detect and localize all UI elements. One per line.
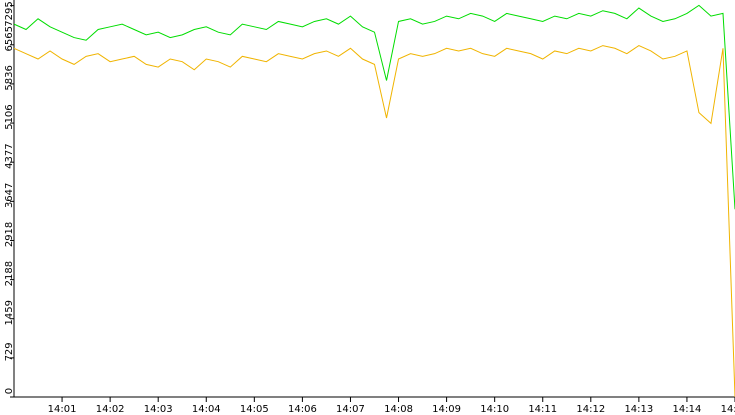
y-tick-label: 6565 (4, 26, 15, 51)
x-tick-label: 14:07 (336, 404, 365, 415)
x-tick-label: 14:04 (192, 404, 221, 415)
series-line (13, 4, 735, 210)
x-tick-label: 14:10 (480, 404, 509, 415)
y-tick-label: 1459 (4, 300, 15, 325)
x-tick-label: 14:01 (48, 404, 77, 415)
y-tick-label: 2918 (4, 222, 15, 247)
y-tick-label: 0 (4, 388, 15, 394)
x-tick-label: 14:08 (384, 404, 413, 415)
x-tick-label: 14:06 (288, 404, 317, 415)
y-tick-label: 729 (4, 342, 15, 361)
x-tick-label: 14:12 (576, 404, 605, 415)
x-tick-label: 14:03 (144, 404, 173, 415)
x-tick-label: 14:09 (432, 404, 461, 415)
x-tick-label: 14:05 (240, 404, 269, 415)
y-tick-label: 2188 (4, 261, 15, 286)
series-line (13, 45, 735, 398)
y-tick-label: 5106 (4, 104, 15, 129)
x-tick-label: 14:15 (721, 404, 735, 415)
y-tick-label: 3647 (4, 183, 15, 208)
x-tick-label: 14:11 (528, 404, 557, 415)
x-tick-label: 14:13 (624, 404, 653, 415)
y-tick-label: 5836 (4, 65, 15, 90)
y-tick-label: 7295 (4, 1, 15, 26)
y-tick-label: 4377 (4, 143, 15, 168)
x-tick-label: 14:14 (673, 404, 702, 415)
x-tick-label: 14:02 (96, 404, 125, 415)
